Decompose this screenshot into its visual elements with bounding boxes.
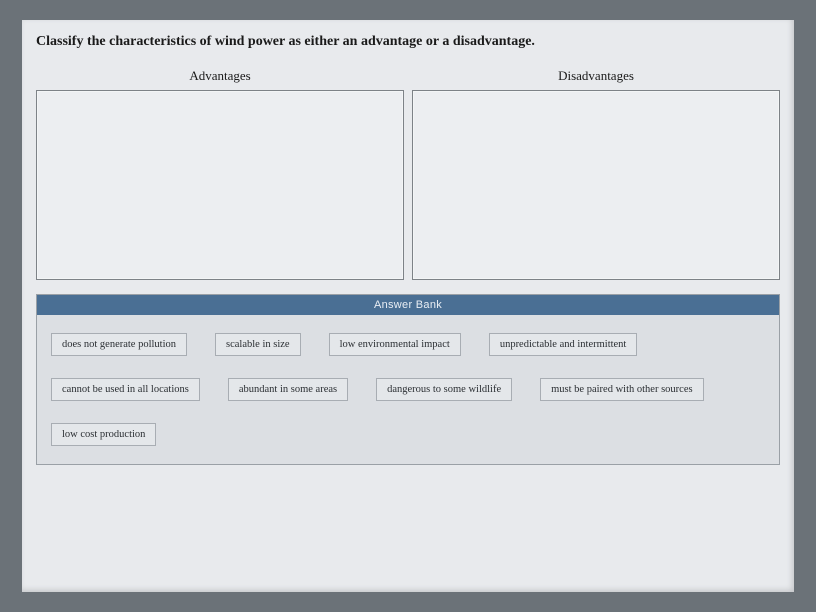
chip-no-pollution[interactable]: does not generate pollution <box>51 333 187 356</box>
chip-scalable[interactable]: scalable in size <box>215 333 301 356</box>
drop-bins: Advantages Disadvantages <box>36 68 780 280</box>
answer-bank: Answer Bank does not generate pollution … <box>36 294 780 465</box>
answer-bank-body: does not generate pollution scalable in … <box>37 315 779 464</box>
chip-not-all-locations[interactable]: cannot be used in all locations <box>51 378 200 401</box>
answer-bank-header: Answer Bank <box>37 295 779 315</box>
chip-unpredictable[interactable]: unpredictable and intermittent <box>489 333 638 356</box>
advantages-column: Advantages <box>36 68 404 280</box>
disadvantages-column: Disadvantages <box>412 68 780 280</box>
advantages-dropzone[interactable] <box>36 90 404 280</box>
disadvantages-dropzone[interactable] <box>412 90 780 280</box>
bank-row: low cost production <box>51 423 765 446</box>
chip-paired-sources[interactable]: must be paired with other sources <box>540 378 703 401</box>
bank-row: does not generate pollution scalable in … <box>51 333 765 356</box>
worksheet-sheet: Classify the characteristics of wind pow… <box>22 20 794 592</box>
chip-dangerous-wildlife[interactable]: dangerous to some wildlife <box>376 378 512 401</box>
chip-abundant[interactable]: abundant in some areas <box>228 378 348 401</box>
disadvantages-header: Disadvantages <box>412 68 780 84</box>
chip-low-impact[interactable]: low environmental impact <box>329 333 461 356</box>
chip-low-cost[interactable]: low cost production <box>51 423 156 446</box>
bank-row: cannot be used in all locations abundant… <box>51 378 765 401</box>
question-prompt: Classify the characteristics of wind pow… <box>36 34 780 50</box>
advantages-header: Advantages <box>36 68 404 84</box>
